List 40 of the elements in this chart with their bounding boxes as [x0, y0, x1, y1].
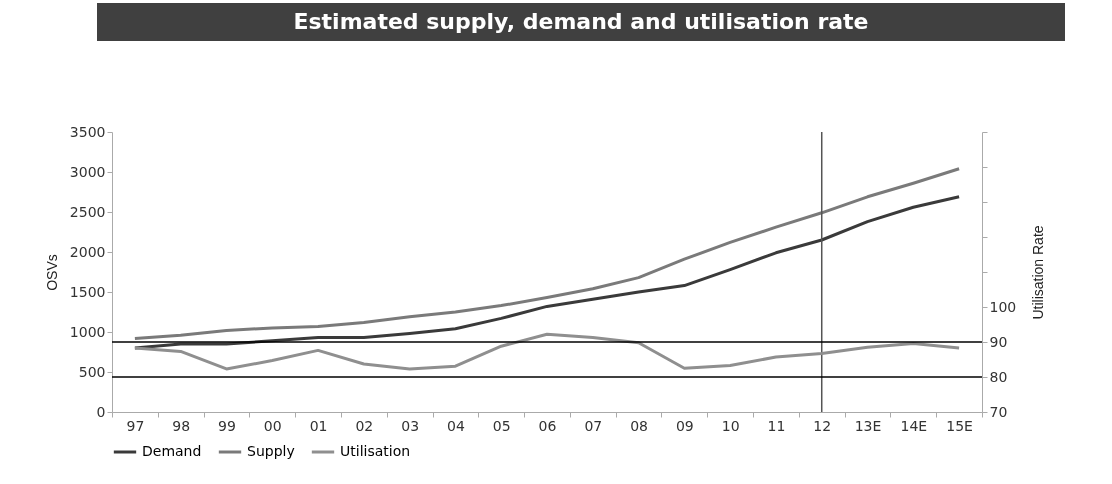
y-tick-label: 1000 [69, 323, 106, 340]
legend-label: Utilisation [340, 443, 411, 459]
x-tick-label: 99 [218, 417, 236, 434]
x-tick-label: 14E [900, 417, 928, 434]
x-tick-label: 05 [492, 417, 511, 434]
y2-axis-title: Utilisation Rate [1030, 225, 1047, 320]
x-tick-label: 00 [263, 417, 282, 434]
x-tick-label: 98 [172, 417, 191, 434]
legend-label: Demand [142, 443, 202, 459]
y2-tick-label: 100 [989, 298, 1017, 315]
x-tick-label: 11 [767, 417, 786, 434]
x-tick-label: 10 [721, 417, 740, 434]
x-tick-label: 01 [309, 417, 328, 434]
y-tick-label: 2000 [69, 243, 106, 260]
x-tick-label: 97 [126, 417, 145, 434]
y-tick-label: 1500 [69, 283, 106, 300]
y-tick-label: 500 [78, 363, 106, 380]
line-series [133, 167, 961, 340]
x-tick-label: 15E [946, 417, 973, 434]
y2-tick-label: 90 [989, 333, 1008, 350]
y-tick-label: 3000 [69, 163, 106, 180]
line-series [133, 332, 961, 371]
x-tick-label: 06 [538, 417, 557, 434]
y-axis-title: OSVs [43, 254, 60, 291]
y2-tick-label: 70 [989, 403, 1008, 420]
x-tick-label: 12 [813, 417, 832, 434]
x-tick-label: 09 [675, 417, 694, 434]
x-tick-label: 13E [854, 417, 882, 434]
y2-tick-label: 80 [989, 368, 1008, 385]
y-tick-label: 2500 [69, 203, 106, 220]
x-tick-label: 08 [630, 417, 648, 434]
chart-title: Estimated supply, demand and utilisation rate [97, 3, 1065, 41]
x-tick-label: 03 [401, 417, 420, 434]
x-tick-label: 02 [355, 417, 374, 434]
legend-label: Supply [247, 443, 295, 459]
y-tick-label: 3500 [69, 123, 106, 140]
x-tick-label: 07 [584, 417, 603, 434]
line-series [133, 195, 961, 350]
y-tick-label: 0 [96, 403, 106, 420]
x-tick-label: 04 [447, 417, 465, 434]
